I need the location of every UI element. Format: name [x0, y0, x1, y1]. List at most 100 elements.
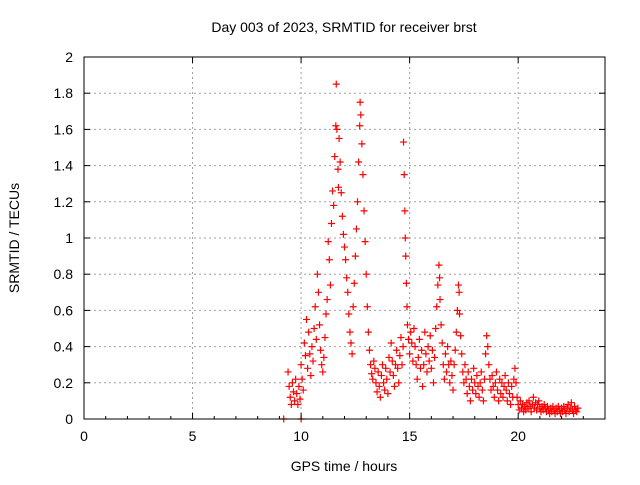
data-point [319, 368, 327, 376]
data-point [383, 375, 391, 383]
data-point [415, 335, 423, 343]
data-point [382, 364, 390, 372]
data-point [304, 364, 312, 372]
data-point [441, 350, 449, 358]
data-point [461, 361, 469, 369]
data-point [373, 388, 381, 396]
data-point [503, 397, 511, 405]
x-tick-label: 5 [189, 428, 197, 444]
data-point [300, 339, 308, 347]
y-tick-label: 2 [65, 49, 73, 65]
data-point [476, 379, 484, 387]
data-point [371, 364, 379, 372]
data-point [412, 361, 420, 369]
y-axis-label: SRMTID / TECUs [6, 183, 22, 293]
data-point [510, 375, 518, 383]
data-point [525, 397, 533, 405]
data-point [498, 379, 506, 387]
data-point [499, 393, 507, 401]
data-point [347, 339, 355, 347]
data-point [458, 350, 466, 358]
data-point [303, 315, 311, 323]
data-point [421, 328, 429, 336]
data-point [363, 303, 371, 311]
data-point [434, 281, 442, 289]
data-point [309, 357, 317, 365]
data-point [294, 401, 302, 409]
data-point [452, 328, 460, 336]
data-point [465, 382, 473, 390]
data-point [403, 303, 411, 311]
data-point [422, 350, 430, 358]
data-point [418, 346, 426, 354]
data-point [338, 212, 346, 220]
data-point [356, 98, 364, 106]
data-point [327, 220, 335, 228]
data-point [322, 310, 330, 318]
data-point [436, 274, 444, 282]
data-point [316, 321, 324, 329]
data-point [401, 234, 409, 242]
data-point [475, 393, 483, 401]
y-tick-label: 0.6 [54, 302, 74, 318]
data-point [406, 350, 414, 358]
data-point [285, 382, 293, 390]
data-point [423, 368, 431, 376]
data-point [341, 243, 348, 251]
data-point [402, 279, 410, 287]
data-point [288, 379, 296, 387]
data-point [413, 375, 421, 383]
data-point [395, 379, 403, 387]
data-point [470, 364, 478, 372]
data-point [318, 361, 326, 369]
axis-tick-labels: 0 5 10 15 20 0 0.2 0.4 0.6 0.8 1 1.2 1.4 1.6 1.8 2 [54, 49, 527, 444]
data-point [430, 379, 438, 387]
data-point [534, 401, 542, 409]
grid-lines [84, 57, 605, 419]
data-point [460, 379, 468, 387]
data-point [344, 288, 352, 296]
data-point [364, 328, 372, 336]
data-point [482, 350, 490, 358]
x-axis-label: GPS time / hours [291, 458, 398, 474]
data-point [479, 397, 487, 405]
data-point [396, 352, 404, 360]
data-point [326, 281, 334, 289]
data-point [372, 379, 380, 387]
data-point [342, 256, 350, 264]
data-point [446, 379, 454, 387]
data-point [451, 346, 459, 354]
x-tick-label: 20 [510, 428, 526, 444]
y-tick-label: 1.4 [54, 158, 74, 174]
data-point [447, 357, 455, 365]
data-point [513, 393, 521, 401]
data-point [485, 361, 493, 369]
data-point [393, 346, 401, 354]
y-tick-label: 1.2 [54, 194, 74, 210]
x-tick-label: 15 [402, 428, 418, 444]
y-tick-label: 0.8 [54, 266, 74, 282]
data-point [573, 408, 581, 416]
data-point [323, 296, 331, 304]
data-point [488, 372, 496, 380]
data-point [490, 393, 498, 401]
data-point [466, 397, 474, 405]
data-point [334, 183, 342, 191]
data-point [351, 252, 359, 260]
data-point [448, 372, 456, 380]
data-point [426, 332, 434, 340]
data-point [477, 368, 485, 376]
data-point [346, 328, 354, 336]
data-point [291, 397, 299, 405]
data-point [390, 382, 398, 390]
data-point [392, 361, 400, 369]
data-point [512, 379, 520, 387]
data-point [405, 335, 413, 343]
data-point [567, 399, 575, 407]
data-point [489, 382, 497, 390]
axis-ticks [83, 56, 605, 420]
data-point [529, 393, 537, 401]
data-point [456, 310, 464, 318]
data-point [376, 393, 384, 401]
data-point [527, 408, 535, 416]
